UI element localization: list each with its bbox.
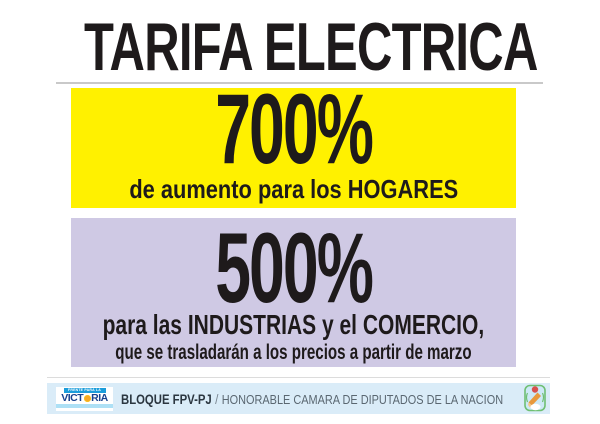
footer-separator: / — [215, 390, 219, 407]
industry-subcaption: que se trasladarán a los precios a parti… — [115, 341, 472, 364]
footer-text: BLOQUE FPV-PJ / HONORABLE CAMARA DE DIPUTA… — [121, 391, 503, 407]
victoria-logo-top-label: FRENTE PARA LA — [63, 387, 106, 393]
footer-divider — [47, 377, 550, 378]
diputados-emblem-icon — [524, 384, 546, 417]
victoria-logo-name-right: RIA — [91, 391, 108, 404]
victoria-logo-name: VICT RIA — [61, 391, 108, 404]
households-box: 700% de aumento para los HOGARES — [71, 88, 516, 208]
victoria-logo-stripe — [56, 403, 113, 408]
institution-label: HONORABLE CAMARA DE DIPUTADOS DE LA NACI… — [221, 391, 504, 407]
industry-box: 500% para las INDUSTRIAS y el COMERCIO, … — [71, 218, 516, 367]
footer-bar: FRENTE PARA LA VICT RIA BLOQUE FPV-PJ / HON… — [47, 383, 550, 414]
victoria-logo: FRENTE PARA LA VICT RIA — [56, 386, 113, 411]
industry-percentage: 500% — [215, 218, 374, 323]
households-percentage: 700% — [215, 88, 374, 184]
poster-title: TARIFA ELECTRICA — [83, 9, 538, 85]
industry-caption: para las INDUSTRIAS y el COMERCIO, — [102, 309, 485, 340]
victoria-logo-name-left: VICT — [61, 391, 84, 404]
sun-icon — [83, 394, 91, 402]
bloc-label: BLOQUE FPV-PJ — [121, 391, 212, 407]
households-caption: de aumento para los HOGARES — [129, 174, 458, 204]
title-divider — [56, 82, 543, 84]
